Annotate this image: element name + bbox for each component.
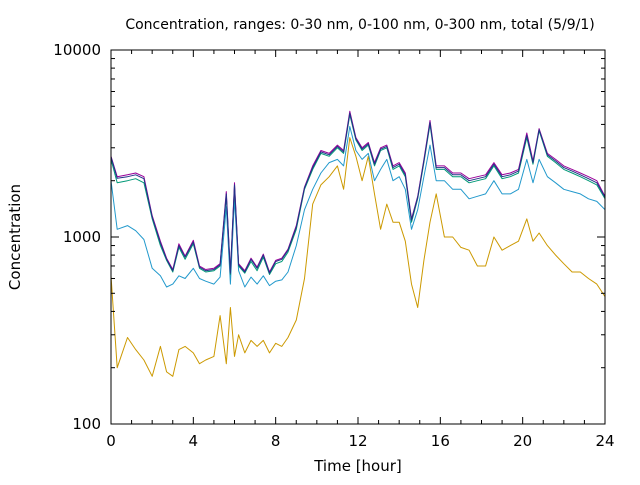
y-tick-label: 100 <box>72 415 101 433</box>
series-line-4 <box>110 110 606 273</box>
x-tick-label: 8 <box>271 432 281 450</box>
chart-title: Concentration, ranges: 0-30 nm, 0-100 nm… <box>125 17 594 33</box>
series-line-5 <box>110 112 606 274</box>
tick-layer: 0 4 8 12 16 20 24 100 1000 10000 <box>53 41 614 450</box>
x-tick-label: 4 <box>189 432 199 450</box>
x-axis-label: Time [hour] <box>313 457 402 475</box>
x-tick-label: 12 <box>348 432 367 450</box>
series-line-2 <box>110 126 606 288</box>
x-tick-label: 0 <box>106 432 116 450</box>
x-tick-label: 20 <box>513 432 532 450</box>
series-layer <box>110 110 606 377</box>
plot-area: 0 4 8 12 16 20 24 100 1000 10000 <box>53 41 614 450</box>
y-tick-label: 10000 <box>53 41 101 59</box>
series-line-3 <box>110 114 606 275</box>
y-tick-label: 1000 <box>63 228 101 246</box>
x-tick-label: 24 <box>595 432 614 450</box>
y-axis-label: Concentration <box>6 184 24 290</box>
x-tick-label: 16 <box>431 432 450 450</box>
plot-frame <box>110 49 606 425</box>
series-line-1 <box>110 137 606 377</box>
